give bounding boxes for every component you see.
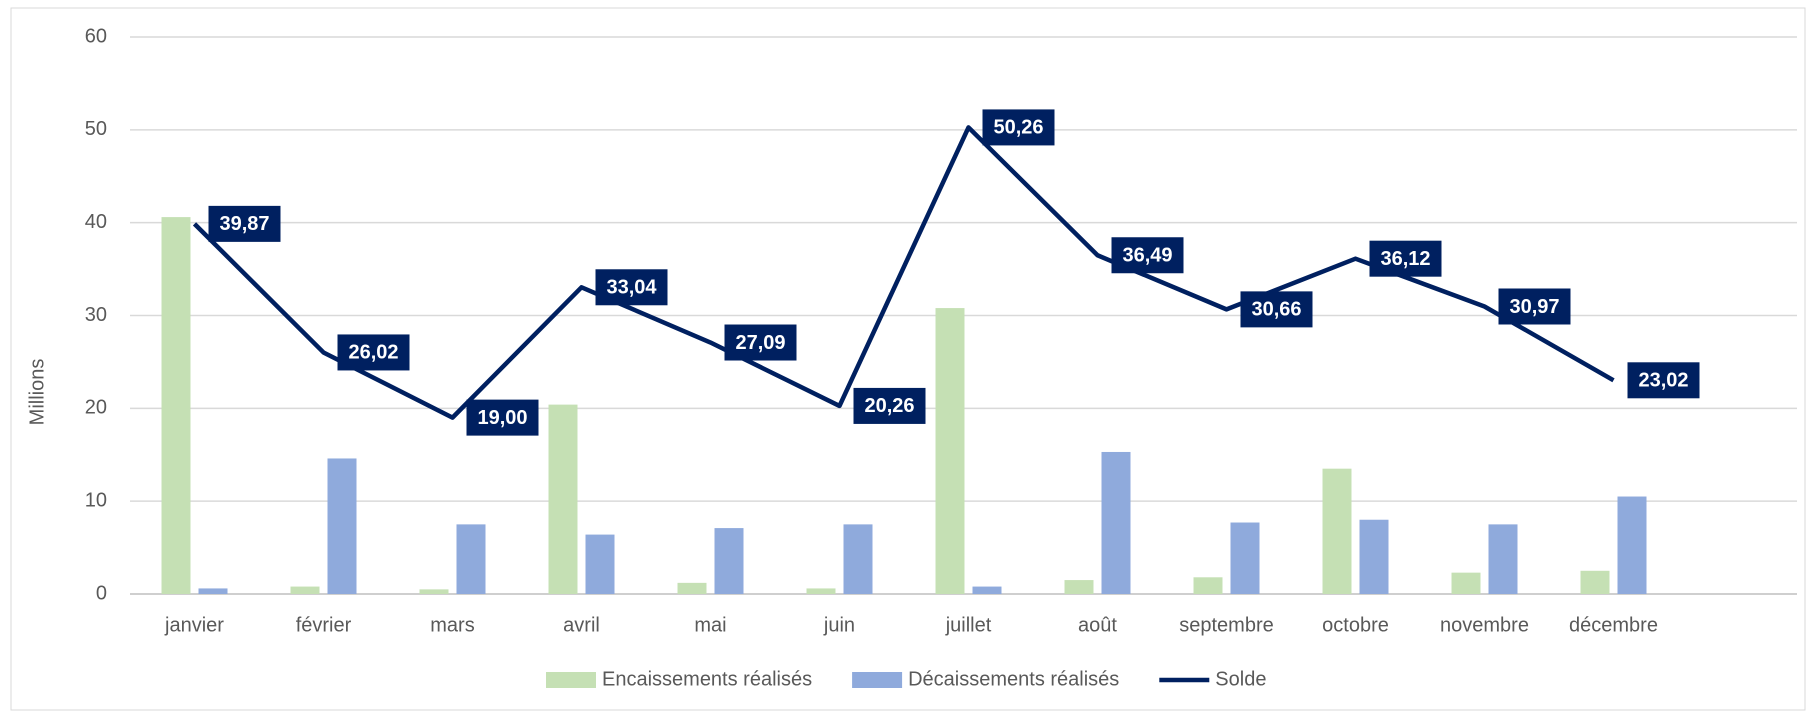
data-label-box bbox=[1369, 240, 1442, 277]
y-tick-label: 60 bbox=[85, 25, 107, 47]
data-label-box bbox=[1111, 237, 1184, 274]
bar bbox=[677, 582, 707, 594]
data-label-text: 26,02 bbox=[348, 342, 398, 364]
bar bbox=[327, 458, 357, 594]
x-tick-label: décembre bbox=[1569, 614, 1658, 636]
data-label: 23,02 bbox=[1627, 362, 1700, 399]
y-tick-label: 50 bbox=[85, 118, 107, 140]
data-label: 30,66 bbox=[1240, 291, 1313, 328]
bar bbox=[1580, 570, 1610, 594]
bar bbox=[1101, 451, 1131, 594]
y-tick-label: 10 bbox=[85, 489, 107, 511]
data-label-box bbox=[1240, 291, 1313, 328]
y-tick-label: 40 bbox=[85, 211, 107, 233]
bar bbox=[1322, 468, 1352, 594]
x-tick-label: juillet bbox=[945, 614, 992, 636]
legend-swatch bbox=[852, 672, 903, 688]
data-label-text: 30,66 bbox=[1251, 299, 1301, 321]
bar bbox=[1064, 580, 1094, 594]
bar bbox=[198, 588, 228, 594]
legend-label: Décaissements réalisés bbox=[908, 668, 1119, 690]
data-label-text: 20,26 bbox=[864, 395, 914, 417]
data-label-box bbox=[337, 334, 410, 371]
bar bbox=[1451, 572, 1481, 594]
x-tick-label: novembre bbox=[1440, 614, 1529, 636]
bar bbox=[419, 589, 449, 594]
legend-label: Solde bbox=[1215, 668, 1266, 690]
bar bbox=[1488, 524, 1518, 594]
data-label: 26,02 bbox=[337, 334, 410, 371]
data-label-box bbox=[1498, 288, 1571, 325]
bar bbox=[290, 586, 320, 594]
data-label: 50,26 bbox=[982, 109, 1055, 146]
x-tick-label: mars bbox=[430, 614, 474, 636]
data-label-text: 36,12 bbox=[1380, 248, 1430, 270]
bar bbox=[548, 404, 578, 594]
data-label-text: 39,87 bbox=[219, 213, 269, 235]
bar bbox=[1359, 519, 1389, 594]
data-label: 33,04 bbox=[595, 269, 668, 306]
data-label: 19,00 bbox=[466, 399, 539, 436]
x-tick-label: octobre bbox=[1322, 614, 1389, 636]
y-axis-label: Millions bbox=[26, 359, 48, 426]
bar bbox=[456, 524, 486, 594]
x-tick-label: août bbox=[1078, 614, 1117, 636]
data-label-text: 30,97 bbox=[1509, 296, 1559, 318]
x-tick-label: février bbox=[296, 614, 352, 636]
x-tick-label: juin bbox=[823, 614, 855, 636]
legend-label: Encaissements réalisés bbox=[602, 668, 812, 690]
data-label-text: 50,26 bbox=[993, 117, 1043, 139]
data-label-box bbox=[1627, 362, 1700, 399]
bar bbox=[714, 528, 744, 594]
bar bbox=[585, 534, 615, 594]
y-tick-label: 30 bbox=[85, 304, 107, 326]
bar bbox=[806, 588, 836, 594]
bar bbox=[935, 308, 965, 594]
y-tick-label: 0 bbox=[96, 582, 107, 604]
bar bbox=[1617, 496, 1647, 594]
x-tick-label: septembre bbox=[1179, 614, 1274, 636]
data-label-text: 23,02 bbox=[1638, 370, 1688, 392]
data-label-text: 19,00 bbox=[477, 407, 527, 429]
data-label-box bbox=[466, 399, 539, 436]
data-label-text: 33,04 bbox=[606, 277, 657, 299]
data-label: 30,97 bbox=[1498, 288, 1571, 325]
data-label: 20,26 bbox=[853, 387, 926, 424]
bar bbox=[1230, 522, 1260, 594]
y-tick-label: 20 bbox=[85, 397, 107, 419]
data-label-text: 27,09 bbox=[735, 332, 785, 354]
data-label-box bbox=[208, 205, 281, 242]
chart-frame bbox=[10, 7, 1806, 711]
data-label: 27,09 bbox=[724, 324, 797, 361]
bar bbox=[843, 524, 873, 594]
data-label-text: 36,49 bbox=[1122, 245, 1172, 267]
data-label-box bbox=[982, 109, 1055, 146]
bar bbox=[972, 586, 1002, 594]
data-label: 36,12 bbox=[1369, 240, 1442, 277]
bar bbox=[1193, 577, 1223, 594]
data-label-box bbox=[595, 269, 668, 306]
data-label-box bbox=[853, 387, 926, 424]
data-label: 36,49 bbox=[1111, 237, 1184, 274]
data-label: 39,87 bbox=[208, 205, 281, 242]
bar bbox=[161, 217, 191, 594]
legend-swatch bbox=[546, 672, 596, 688]
x-tick-label: mai bbox=[694, 614, 726, 636]
x-tick-label: janvier bbox=[164, 614, 224, 636]
x-tick-label: avril bbox=[563, 614, 600, 636]
data-label-box bbox=[724, 324, 797, 361]
